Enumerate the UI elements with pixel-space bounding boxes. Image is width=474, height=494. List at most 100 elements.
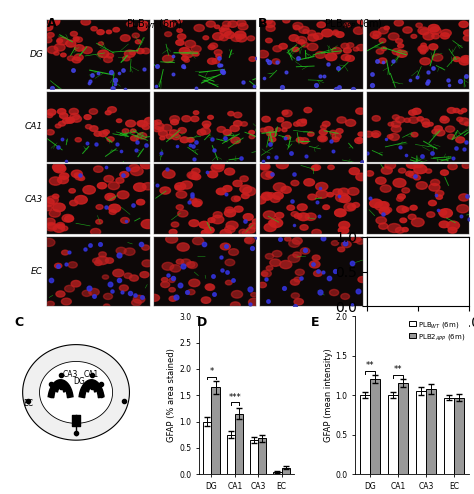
Circle shape bbox=[365, 171, 374, 176]
Circle shape bbox=[449, 303, 457, 308]
Circle shape bbox=[49, 177, 62, 185]
Circle shape bbox=[175, 183, 186, 190]
Circle shape bbox=[418, 27, 429, 35]
Circle shape bbox=[220, 243, 230, 250]
Circle shape bbox=[228, 248, 238, 255]
Circle shape bbox=[231, 137, 240, 144]
Circle shape bbox=[55, 263, 62, 268]
Circle shape bbox=[402, 207, 409, 212]
Circle shape bbox=[220, 229, 231, 237]
Circle shape bbox=[464, 30, 472, 36]
Bar bbox=[360, 395, 370, 474]
Circle shape bbox=[344, 203, 356, 211]
Circle shape bbox=[70, 32, 77, 36]
Circle shape bbox=[243, 213, 253, 220]
Circle shape bbox=[427, 299, 433, 303]
Circle shape bbox=[167, 21, 175, 27]
Text: PLB$_{APP}$ (6m): PLB$_{APP}$ (6m) bbox=[324, 17, 383, 31]
Circle shape bbox=[175, 185, 182, 190]
Circle shape bbox=[120, 35, 130, 41]
Circle shape bbox=[259, 163, 270, 170]
Circle shape bbox=[429, 184, 440, 191]
Text: ***: *** bbox=[228, 393, 241, 402]
Circle shape bbox=[63, 118, 70, 124]
Circle shape bbox=[240, 176, 248, 182]
Circle shape bbox=[461, 108, 467, 112]
Circle shape bbox=[358, 277, 367, 283]
Circle shape bbox=[430, 27, 441, 34]
Circle shape bbox=[82, 290, 91, 296]
Y-axis label: GFAP (mean intensity): GFAP (mean intensity) bbox=[324, 348, 333, 442]
Circle shape bbox=[158, 130, 167, 136]
Circle shape bbox=[333, 30, 338, 34]
Circle shape bbox=[237, 20, 246, 26]
Circle shape bbox=[45, 206, 52, 211]
Circle shape bbox=[164, 20, 173, 26]
Circle shape bbox=[81, 19, 91, 25]
Circle shape bbox=[106, 30, 111, 34]
Circle shape bbox=[428, 25, 439, 32]
Circle shape bbox=[441, 30, 451, 37]
Circle shape bbox=[105, 111, 111, 115]
Circle shape bbox=[420, 50, 426, 54]
Circle shape bbox=[326, 53, 337, 61]
Circle shape bbox=[439, 210, 447, 215]
Y-axis label: CA3: CA3 bbox=[25, 195, 43, 204]
Circle shape bbox=[169, 288, 175, 292]
Text: **: ** bbox=[366, 361, 374, 370]
Circle shape bbox=[384, 207, 392, 212]
Circle shape bbox=[401, 276, 410, 282]
Circle shape bbox=[169, 278, 175, 283]
Circle shape bbox=[96, 205, 103, 209]
Circle shape bbox=[206, 21, 215, 27]
Circle shape bbox=[224, 32, 235, 39]
Circle shape bbox=[104, 56, 112, 63]
Text: PLB$_{WT}$ (6m): PLB$_{WT}$ (6m) bbox=[126, 17, 182, 31]
Circle shape bbox=[255, 197, 266, 204]
Circle shape bbox=[129, 165, 139, 171]
Circle shape bbox=[262, 17, 273, 24]
Circle shape bbox=[47, 33, 54, 38]
Circle shape bbox=[212, 58, 220, 64]
Polygon shape bbox=[86, 383, 97, 392]
Circle shape bbox=[54, 51, 59, 55]
Circle shape bbox=[403, 27, 412, 33]
Circle shape bbox=[213, 212, 222, 218]
Circle shape bbox=[59, 173, 69, 179]
Circle shape bbox=[124, 273, 132, 279]
Circle shape bbox=[85, 124, 92, 129]
Circle shape bbox=[463, 279, 470, 285]
Circle shape bbox=[201, 128, 210, 134]
Circle shape bbox=[381, 166, 392, 174]
Circle shape bbox=[397, 206, 407, 213]
Circle shape bbox=[356, 108, 365, 114]
Bar bbox=[227, 435, 235, 474]
Circle shape bbox=[339, 195, 350, 203]
Circle shape bbox=[312, 165, 320, 170]
Circle shape bbox=[66, 40, 76, 47]
Circle shape bbox=[346, 42, 354, 47]
Circle shape bbox=[411, 293, 419, 298]
Circle shape bbox=[117, 191, 129, 199]
Circle shape bbox=[126, 120, 136, 127]
Circle shape bbox=[171, 120, 179, 125]
Circle shape bbox=[184, 58, 190, 62]
Circle shape bbox=[180, 137, 189, 143]
Circle shape bbox=[53, 163, 65, 171]
Polygon shape bbox=[23, 345, 129, 440]
Circle shape bbox=[228, 112, 234, 116]
Circle shape bbox=[239, 229, 247, 235]
Bar bbox=[282, 468, 290, 474]
Circle shape bbox=[66, 118, 74, 124]
Circle shape bbox=[164, 32, 172, 37]
Circle shape bbox=[120, 217, 129, 223]
Circle shape bbox=[71, 281, 81, 287]
Circle shape bbox=[459, 21, 468, 28]
Circle shape bbox=[332, 47, 341, 54]
Circle shape bbox=[335, 209, 346, 216]
Circle shape bbox=[323, 205, 329, 209]
Circle shape bbox=[137, 200, 145, 205]
Circle shape bbox=[405, 288, 417, 296]
Circle shape bbox=[283, 110, 292, 117]
Circle shape bbox=[140, 272, 149, 278]
